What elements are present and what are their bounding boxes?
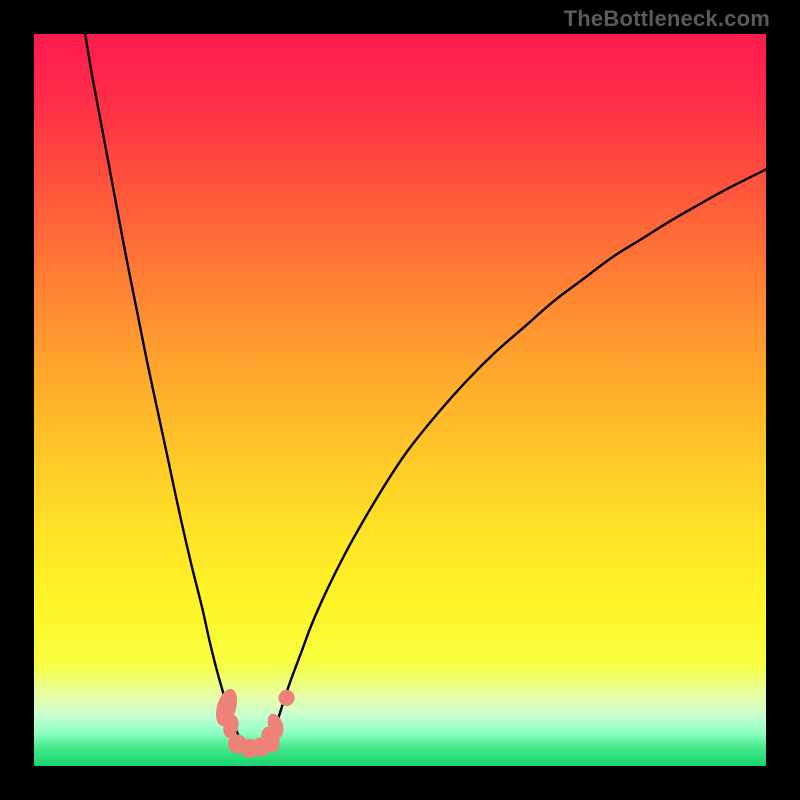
marker-group bbox=[212, 687, 294, 758]
curve-layer bbox=[34, 34, 766, 766]
curve-right bbox=[272, 169, 766, 736]
curve-left bbox=[85, 34, 239, 737]
figure-root: TheBottleneck.com bbox=[0, 0, 800, 800]
watermark-text: TheBottleneck.com bbox=[564, 6, 770, 32]
data-marker bbox=[278, 690, 294, 706]
plot-area bbox=[34, 34, 766, 766]
